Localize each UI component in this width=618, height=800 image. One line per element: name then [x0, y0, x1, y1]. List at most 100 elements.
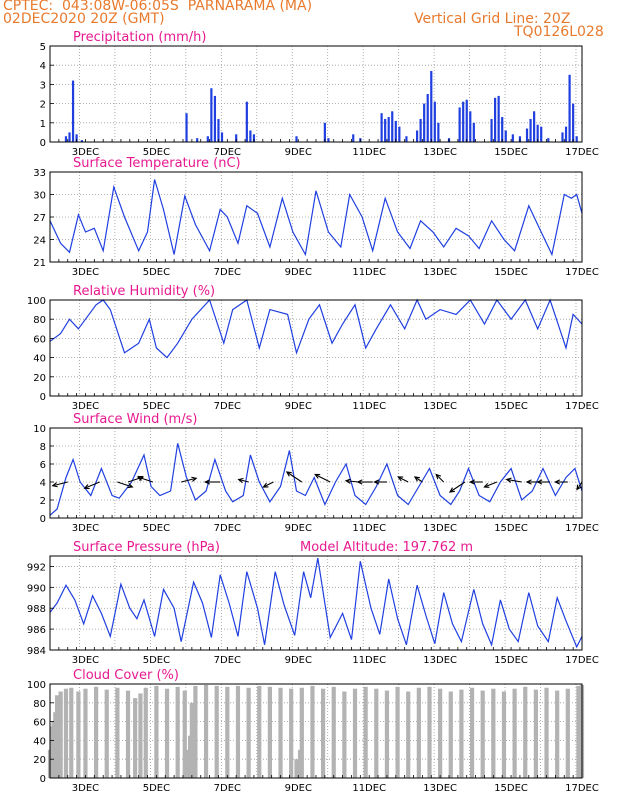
- precip-bar: [419, 118, 422, 142]
- cloud-ytick-label: 100: [27, 680, 46, 691]
- cloud-xtick-label: 15DEC: [494, 783, 528, 794]
- temp-xtick-label: 11DEC: [352, 267, 386, 278]
- pressure-xtick-label: 9DEC: [285, 655, 312, 666]
- temp-ytick-label: 30: [33, 191, 46, 202]
- temp-xtick-label: 5DEC: [143, 267, 170, 278]
- wind-xtick-label: 13DEC: [423, 523, 457, 534]
- cloud-bar: [363, 686, 368, 778]
- precip-bar: [384, 118, 387, 142]
- cloud-bar: [299, 687, 304, 778]
- precip-bar: [437, 122, 440, 142]
- precip-bar: [462, 101, 465, 142]
- wind-vector-head: [262, 482, 269, 488]
- rh-ytick-label: 60: [33, 334, 46, 345]
- wind-vector: [137, 476, 154, 483]
- precip-bar: [71, 80, 75, 142]
- pressure-ytick-label: 984: [27, 646, 46, 657]
- precip-bar: [458, 107, 461, 142]
- cloud-ytick-label: 40: [33, 736, 46, 747]
- cloud-bar: [63, 688, 69, 778]
- temp-xtick-label: 3DEC: [72, 267, 99, 278]
- wind-vector: [346, 480, 359, 483]
- wind-series-line: [49, 443, 583, 516]
- cloud-bar: [246, 687, 251, 778]
- precip-bar: [529, 118, 532, 142]
- wind-vector: [117, 481, 133, 488]
- cloud-bar: [164, 688, 170, 778]
- cloud-bar: [342, 691, 347, 778]
- precip-bar: [217, 118, 220, 142]
- precip-bar: [405, 136, 408, 142]
- precip-bar: [185, 113, 188, 142]
- pressure-xtick-label: 15DEC: [494, 655, 528, 666]
- temp-xtick-label: 7DEC: [214, 267, 241, 278]
- precip-ytick-label: 5: [40, 42, 46, 53]
- wind-vector-head: [127, 483, 134, 489]
- cloud-bar: [459, 689, 464, 778]
- wind-vector-head: [356, 479, 363, 485]
- wind-xtick-label: 3DEC: [72, 523, 99, 534]
- precip-bar: [547, 138, 550, 142]
- precip-bar: [327, 138, 330, 142]
- precip-bar: [433, 101, 436, 142]
- precip-bar: [394, 120, 397, 142]
- rh-frame: [49, 299, 583, 397]
- cloud-bar: [480, 690, 485, 778]
- rh-ytick-label: 80: [33, 315, 46, 326]
- cloud-xtick-label: 11DEC: [352, 783, 386, 794]
- wind-xtick-label: 11DEC: [352, 523, 386, 534]
- precip-bar: [380, 113, 383, 142]
- pressure-xtick-label: 5DEC: [143, 655, 170, 666]
- cloud-bar: [76, 691, 81, 778]
- wind-vector-head: [435, 473, 442, 480]
- precip-bar: [490, 118, 493, 142]
- cloud-bar: [94, 686, 99, 778]
- precip-bar: [426, 94, 429, 142]
- temp-ytick-label: 24: [33, 236, 46, 247]
- cloud-bar: [565, 688, 570, 778]
- precip-bar: [196, 138, 199, 142]
- pressure-ytick-label: 986: [27, 625, 46, 636]
- cloud-bar: [523, 686, 528, 778]
- wind-vector: [84, 481, 100, 489]
- run-date-header: 02DEC2020 20Z (GMT): [3, 11, 165, 27]
- precip-xtick-label: 3DEC: [72, 147, 99, 158]
- temp-series-line: [49, 179, 583, 257]
- temp-ytick-label: 21: [33, 258, 46, 269]
- wind-vector: [238, 478, 249, 483]
- cloud-bar: [133, 698, 138, 778]
- wind-vector-head: [413, 476, 420, 482]
- rh-xtick-label: 17DEC: [565, 401, 599, 412]
- precip-bar: [497, 95, 500, 142]
- cloud-bar: [193, 685, 198, 778]
- precip-xtick-label: 15DEC: [494, 147, 528, 158]
- cloud-bar: [289, 688, 294, 778]
- precip-bar: [213, 95, 217, 142]
- precip-bar: [501, 117, 504, 142]
- cloud-bar: [214, 685, 219, 778]
- cloud-xtick-label: 9DEC: [285, 783, 312, 794]
- rh-series-line: [49, 298, 583, 359]
- cloud-bar: [384, 690, 390, 778]
- cloud-bar: [555, 690, 560, 778]
- model-altitude-label: Model Altitude: 197.762 m: [300, 540, 473, 555]
- rh-ytick-label: 20: [33, 373, 46, 384]
- cloud-bar: [54, 695, 60, 778]
- precip-bar: [210, 88, 213, 142]
- cloud-bar: [115, 687, 120, 778]
- wind-vector-head: [191, 476, 198, 482]
- cloud-bar: [104, 689, 109, 778]
- cloud-bar: [491, 688, 496, 778]
- temp-ytick-label: 33: [33, 168, 46, 179]
- pressure-title: Surface Pressure (hPa): [73, 540, 220, 555]
- cloud-bar: [331, 686, 336, 778]
- pressure-series-line: [49, 557, 583, 649]
- precip-bar: [533, 111, 536, 142]
- pressure-xtick-label: 7DEC: [214, 655, 241, 666]
- wind-vector-head: [448, 487, 455, 493]
- cloud-bar: [143, 687, 148, 778]
- rh-xtick-label: 3DEC: [72, 401, 99, 412]
- cloud-bar: [374, 688, 379, 778]
- cloud-bar: [225, 686, 230, 778]
- precip-bar: [295, 136, 298, 142]
